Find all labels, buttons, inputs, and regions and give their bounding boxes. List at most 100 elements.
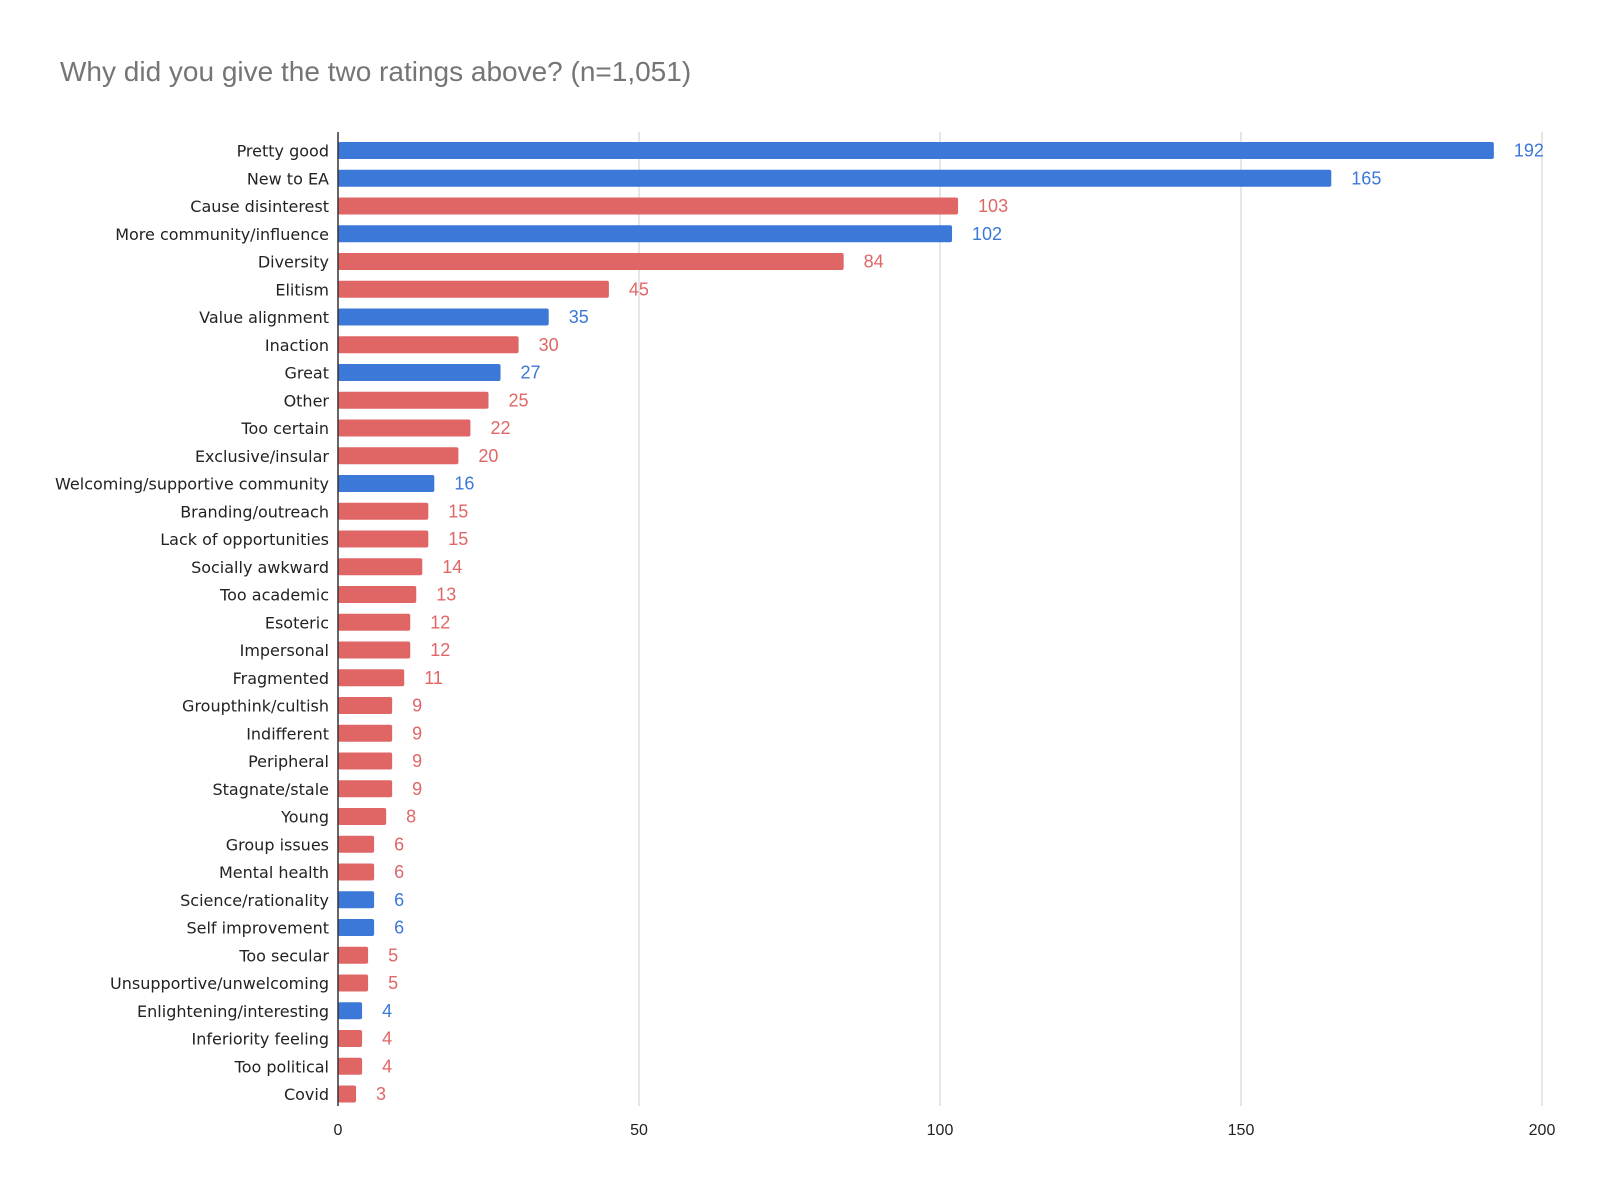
category-label: Value alignment [199,308,329,327]
category-label: Lack of opportunities [160,530,329,549]
value-label: 11 [424,668,443,688]
bar [338,419,471,437]
value-label: 9 [412,751,422,771]
category-label: More community/influence [115,225,329,244]
value-label: 6 [394,862,404,882]
bar [338,835,375,853]
value-label: 45 [629,279,649,299]
bar [338,169,1332,187]
bar [338,225,953,243]
value-label: 3 [376,1084,386,1104]
category-label: Diversity [258,253,329,272]
value-label: 30 [539,335,559,355]
x-tick-label: 200 [1529,1122,1556,1139]
value-label: 5 [388,945,398,965]
bar [338,308,549,326]
bar [338,253,844,270]
bar [338,586,417,603]
category-label: Cause disinterest [190,197,329,216]
bar [338,1085,357,1103]
value-label: 5 [388,973,398,993]
value-label: 6 [394,890,404,910]
value-label: 6 [394,834,404,854]
category-label: Science/rationality [180,891,329,910]
bar [338,724,393,742]
category-label: Pretty good [237,142,329,161]
category-label: Great [284,364,329,383]
value-label: 102 [972,224,1002,244]
category-label: Groupthink/cultish [182,697,329,716]
bar [338,1002,363,1020]
value-label: 15 [448,529,468,549]
value-label: 8 [406,807,416,827]
bar [338,752,393,770]
bar [338,142,1494,159]
bar [338,558,423,576]
value-label: 165 [1351,168,1381,188]
category-label: Stagnate/stale [212,780,329,799]
value-label: 16 [454,474,474,494]
category-label: Welcoming/supportive community [55,475,329,494]
category-label: Branding/outreach [180,502,329,521]
value-label: 12 [430,612,450,632]
category-label: Too academic [219,586,329,605]
category-label: Esoteric [265,613,329,632]
category-label: Socially awkward [191,558,329,577]
value-label: 4 [382,1056,392,1076]
category-label: Unsupportive/unwelcoming [110,974,329,993]
value-label: 12 [430,640,450,660]
value-label: 4 [382,1001,392,1021]
category-label: New to EA [247,169,329,188]
category-label: Elitism [275,280,329,299]
bar [338,336,519,354]
bar [338,447,459,465]
category-label: Peripheral [248,752,329,771]
bar [338,974,369,992]
value-label: 27 [521,363,541,383]
value-label: 13 [436,585,456,605]
category-label: Inaction [265,336,329,355]
category-label: Mental health [219,863,329,882]
category-label: Fragmented [233,669,329,688]
value-label: 25 [509,390,529,410]
bar [338,946,369,964]
category-label: Enlightening/interesting [137,1002,329,1021]
bar [338,1030,363,1047]
x-tick-label: 100 [927,1122,954,1139]
category-label: Too secular [238,946,329,965]
bar [338,669,405,687]
bar [338,475,435,492]
value-label: 20 [478,446,498,466]
bars [338,142,1494,1103]
x-tick-label: 50 [630,1122,648,1139]
value-label: 14 [442,557,462,577]
category-label: Too certain [240,419,329,438]
bar [338,697,393,714]
gridlines [638,132,1543,1106]
category-label: Self improvement [186,919,329,938]
value-label: 9 [412,723,422,743]
bar [338,391,489,409]
bar [338,502,429,520]
chart-title: Why did you give the two ratings above? … [60,56,692,87]
value-label: 4 [382,1029,392,1049]
value-label: 6 [394,918,404,938]
category-label: Young [280,808,329,827]
category-label: Impersonal [240,641,329,660]
value-label: 15 [448,501,468,521]
bar [338,891,375,909]
bar [338,530,429,548]
bar [338,919,375,936]
category-label: Exclusive/insular [195,447,329,466]
bar [338,197,959,215]
category-label: Indifferent [246,724,329,743]
category-label: Covid [284,1085,329,1104]
bar [338,808,387,825]
x-tick-label: 150 [1228,1122,1255,1139]
value-label: 192 [1514,141,1544,161]
value-label: 84 [864,252,884,272]
value-label: 35 [569,307,589,327]
category-label: Inferiority feeling [191,1030,329,1049]
